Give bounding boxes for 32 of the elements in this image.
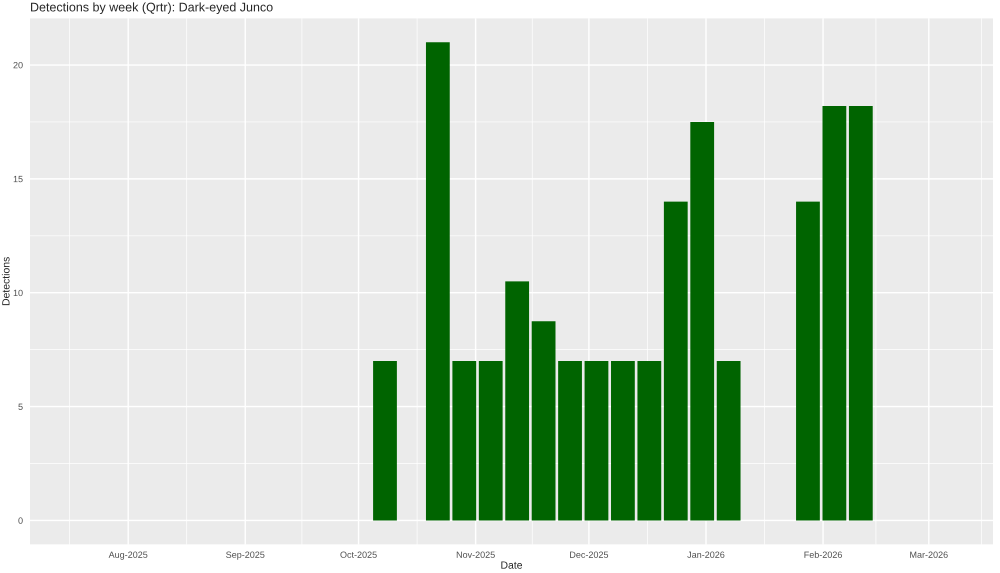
y-tick-label: 0	[18, 517, 23, 524]
x-tick-label: Jan-2026	[687, 552, 724, 558]
y-tick-label: 20	[13, 62, 23, 68]
bar	[373, 361, 397, 520]
x-tick-label: Oct-2025	[340, 552, 377, 558]
x-tick-label: Feb-2026	[804, 551, 842, 558]
bar	[505, 281, 530, 520]
bar	[848, 106, 873, 520]
bar	[637, 361, 662, 520]
x-tick-label: Sep-2025	[226, 552, 264, 560]
bar	[584, 361, 608, 520]
bar	[664, 202, 688, 520]
bar	[690, 122, 714, 520]
bar	[478, 361, 503, 520]
y-tick-label: 5	[18, 404, 23, 410]
bar	[452, 361, 476, 520]
bar	[558, 361, 582, 520]
bar	[716, 361, 741, 520]
x-tick-label: Mar-2026	[910, 552, 948, 558]
bar	[611, 361, 635, 520]
bar	[426, 42, 450, 520]
y-tick-label: 10	[14, 290, 23, 296]
x-tick-label: Dec-2025	[570, 552, 608, 558]
y-axis-title: Detections	[2, 257, 10, 306]
chart-title: Detections by week (Qrtr): Dark-eyed Junco	[31, 2, 273, 14]
x-axis-title: Date	[501, 561, 522, 569]
bar	[796, 202, 820, 520]
x-tick-label: Nov-2025	[456, 552, 495, 558]
x-tick-label: Aug-2025	[108, 552, 148, 560]
y-tick-label: 15	[14, 176, 23, 182]
bar	[532, 321, 556, 520]
bar	[822, 106, 846, 520]
